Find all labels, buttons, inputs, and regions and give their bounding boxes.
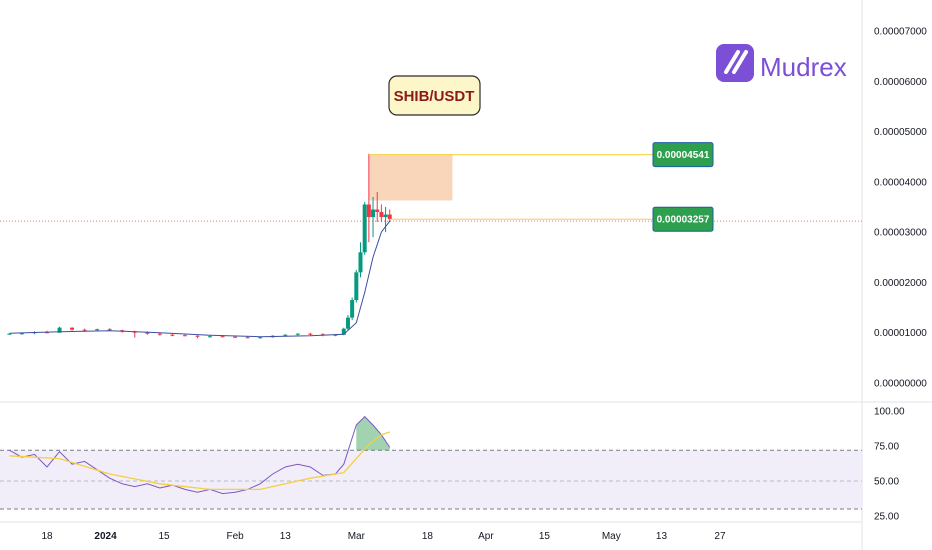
candle-body bbox=[383, 214, 388, 218]
candle-body bbox=[295, 333, 300, 335]
candle-body bbox=[220, 336, 225, 338]
price-tick-label: 0.00002000 bbox=[874, 278, 927, 289]
candle-body bbox=[283, 334, 288, 336]
time-tick-label: 15 bbox=[158, 531, 170, 542]
price-tick-label: 0.00006000 bbox=[874, 77, 927, 88]
time-tick-label: Feb bbox=[226, 531, 244, 542]
candle-body bbox=[258, 337, 263, 339]
chart-title: SHIB/USDT bbox=[388, 75, 481, 116]
moving-average-line bbox=[9, 220, 391, 338]
price-tick-label: 0.00003000 bbox=[874, 228, 927, 239]
time-tick-label: 18 bbox=[422, 531, 434, 542]
candle-body bbox=[95, 329, 100, 331]
rsi-band-fill bbox=[0, 450, 862, 509]
title-label: SHIB/USDT bbox=[394, 88, 475, 105]
rsi-tick-label: 50.00 bbox=[874, 477, 899, 488]
price-tick-label: 0.00007000 bbox=[874, 27, 927, 38]
candle-body bbox=[208, 336, 213, 338]
callout-label: 0.00003257 bbox=[657, 215, 710, 226]
mudrex-logo-icon bbox=[716, 44, 754, 82]
candle-body bbox=[195, 335, 200, 337]
time-tick-label: 15 bbox=[539, 531, 551, 542]
candle-body bbox=[245, 337, 250, 339]
logo-text: Mudrex bbox=[760, 52, 847, 82]
title-bubble bbox=[388, 75, 481, 116]
candle-body bbox=[358, 252, 363, 273]
time-tick-label: 27 bbox=[714, 531, 726, 542]
candle-body bbox=[345, 317, 350, 329]
candle-body bbox=[366, 204, 371, 218]
candle-body bbox=[362, 204, 367, 253]
rsi-ma-polyline bbox=[9, 431, 391, 491]
callout-label: 0.00004541 bbox=[657, 150, 710, 161]
candle-body bbox=[170, 334, 175, 336]
price-callouts: 0.00004541 0.00003257 bbox=[368, 142, 714, 232]
candle-body bbox=[354, 272, 359, 301]
candle-body bbox=[45, 332, 49, 334]
candlesticks bbox=[7, 153, 392, 339]
rsi-tick-label: 100.00 bbox=[874, 407, 905, 418]
callout-box bbox=[652, 206, 714, 232]
rsi-tick-label: 25.00 bbox=[874, 512, 899, 523]
rsi-overbought-fill bbox=[356, 416, 390, 451]
candle-body bbox=[157, 333, 162, 335]
candle-body bbox=[341, 328, 346, 335]
time-tick-label: 13 bbox=[280, 531, 292, 542]
candle-body bbox=[19, 333, 24, 335]
rsi-band bbox=[0, 449, 862, 510]
callout-box bbox=[652, 142, 714, 168]
candle-body bbox=[70, 327, 75, 330]
time-axis-ticks: 18 2024 15 Feb 13 Mar 18 Apr 15 May 13 27 bbox=[41, 531, 726, 542]
time-tick-label: 13 bbox=[656, 531, 668, 542]
time-tick-label: Mar bbox=[348, 531, 366, 542]
candle-body bbox=[350, 300, 355, 318]
time-tick-label: Apr bbox=[478, 531, 494, 542]
candle-body bbox=[82, 329, 87, 331]
candle-body bbox=[132, 331, 137, 333]
mudrex-logo: Mudrex bbox=[716, 44, 847, 82]
rsi-tick-label: 75.00 bbox=[874, 442, 899, 453]
rsi-axis-ticks: 100.00 75.00 50.00 25.00 bbox=[874, 407, 905, 523]
candle-body bbox=[7, 333, 12, 335]
zone-box bbox=[368, 154, 453, 201]
candle-body bbox=[379, 212, 384, 218]
candle-body bbox=[371, 209, 376, 218]
price-tick-label: 0.00001000 bbox=[874, 328, 927, 339]
candle-body bbox=[145, 332, 150, 334]
candle-body bbox=[333, 334, 338, 336]
price-tick-label: 0.00004000 bbox=[874, 177, 927, 188]
rsi-lines bbox=[9, 415, 391, 495]
candle-body bbox=[308, 333, 313, 335]
price-axis-ticks: 0.00007000 0.00006000 0.00005000 0.00004000… bbox=[874, 27, 927, 390]
candle-body bbox=[57, 327, 62, 333]
candle-body bbox=[233, 336, 238, 338]
target-zone bbox=[368, 154, 453, 201]
candle-body bbox=[182, 335, 187, 337]
time-tick-label: 2024 bbox=[94, 531, 117, 542]
price-tick-label: 0.00000000 bbox=[874, 379, 927, 390]
ma-polyline bbox=[9, 220, 391, 338]
candle-body bbox=[387, 214, 392, 220]
price-tick-label: 0.00005000 bbox=[874, 127, 927, 138]
time-tick-label: 18 bbox=[41, 531, 53, 542]
time-tick-label: May bbox=[602, 531, 621, 542]
candle-body bbox=[375, 209, 380, 213]
candle-body bbox=[107, 329, 112, 331]
